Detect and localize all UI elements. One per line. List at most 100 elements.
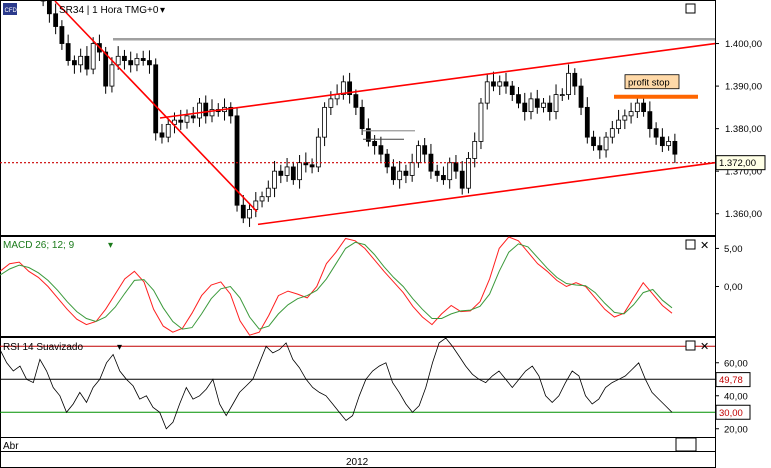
candle-body	[334, 94, 340, 100]
date-axis-year: 2012	[346, 457, 369, 468]
candle-body	[272, 170, 277, 189]
price-pane-frame	[0, 0, 716, 236]
candle-body	[522, 102, 528, 113]
candle	[603, 132, 609, 158]
candle-body	[378, 145, 384, 155]
candle-body	[422, 145, 428, 155]
candle-body	[259, 196, 265, 202]
current-price-label: 1.372,00	[719, 158, 756, 169]
candle	[453, 155, 459, 179]
candle-body	[134, 58, 140, 66]
candle-body	[247, 209, 252, 219]
chart-title[interactable]: SR34 | 1 Hora TMG+0	[59, 5, 159, 16]
current-price-box	[715, 155, 766, 171]
date-axis-month: Abr	[3, 441, 19, 452]
candle-body	[434, 170, 440, 176]
candle-body	[46, 0, 52, 15]
candle	[240, 195, 246, 224]
candle-body	[340, 81, 346, 96]
candle-body	[159, 132, 165, 138]
candle-body	[622, 115, 628, 121]
rsi-close-icon[interactable]: ✕	[700, 341, 709, 353]
candle	[391, 159, 396, 185]
rsi-title[interactable]: RSI 14 Suavizado	[3, 342, 83, 353]
candle-body	[172, 119, 177, 125]
macd-tick-label: 0,00	[724, 282, 743, 293]
candle-body	[641, 102, 646, 113]
candle-body	[534, 98, 540, 108]
rsi-tick-label: 60,00	[724, 358, 748, 369]
candle-body	[290, 166, 296, 181]
candle	[434, 164, 440, 182]
candle-body	[140, 58, 146, 61]
price-pane-maximize-icon[interactable]	[685, 3, 696, 14]
candle	[566, 64, 571, 100]
candle	[190, 106, 196, 124]
signal-series-line	[0, 241, 673, 330]
candle-body	[384, 153, 390, 168]
candle-body	[466, 158, 471, 189]
candle-body	[672, 140, 678, 155]
candle	[59, 20, 65, 50]
candle	[290, 161, 296, 185]
candle	[559, 88, 565, 101]
candle	[365, 118, 371, 147]
candle	[165, 119, 171, 143]
candle-body	[153, 64, 159, 134]
candle-body	[503, 81, 509, 87]
upper-channel-line	[159, 42, 716, 119]
candle	[641, 95, 646, 117]
candle-body	[128, 60, 134, 66]
candle-body	[647, 111, 653, 130]
price-tick-label: 1.380,00	[725, 124, 762, 135]
candle	[40, 0, 46, 7]
title-dropdown-icon[interactable]: ▾	[160, 5, 165, 16]
candle	[422, 137, 428, 164]
candle-body	[628, 111, 634, 117]
price-pane: 1.360,00 1.370,00 1.380,00 1.390,00 1.400,00…	[0, 0, 766, 227]
candle-body	[59, 26, 65, 44]
candle-body	[566, 72, 571, 95]
macd-pane-frame	[0, 236, 716, 337]
candle	[672, 133, 678, 164]
rsi-pane-frame	[0, 337, 716, 438]
candle	[53, 3, 59, 35]
macd-title[interactable]: MACD 26; 12; 9	[3, 240, 75, 251]
candle-body	[509, 85, 515, 96]
candle-body	[359, 106, 365, 130]
candle	[634, 98, 640, 118]
profit-stop-box	[624, 74, 680, 90]
candle-body	[240, 204, 246, 219]
candle-body	[40, 0, 46, 2]
candle-body	[234, 115, 240, 206]
rsi-dropdown-icon[interactable]: ▾	[117, 342, 122, 353]
candle-body	[372, 140, 378, 147]
candle	[478, 98, 484, 150]
macd-close-icon[interactable]: ✕	[700, 240, 709, 252]
rsi-series-line	[0, 337, 673, 430]
descending-trendline	[54, 0, 258, 213]
rsi-maximize-icon[interactable]	[685, 340, 696, 351]
macd-dropdown-icon[interactable]: ▾	[108, 240, 113, 251]
cfd-badge[interactable]	[3, 3, 17, 15]
candle	[340, 75, 346, 100]
candle-body	[572, 72, 578, 87]
candle	[259, 191, 265, 208]
candle	[122, 49, 127, 70]
macd-maximize-icon[interactable]	[685, 239, 696, 250]
candle-body	[228, 106, 234, 117]
candle	[509, 80, 515, 101]
candle	[378, 136, 384, 162]
candle	[347, 72, 353, 104]
candle	[147, 50, 152, 74]
rsi-pane: 60,00 40,00 20,00 49,78 30,00	[0, 337, 751, 435]
rsi-oversold-label: 30,00	[719, 408, 743, 419]
candle-body	[578, 85, 584, 108]
candle-body	[190, 115, 196, 119]
candle-body	[103, 51, 109, 87]
rsi-current-box	[715, 372, 751, 388]
candle	[659, 128, 665, 153]
price-tick-label: 1.400,00	[725, 39, 762, 50]
candle	[322, 102, 327, 147]
candle	[534, 89, 540, 114]
